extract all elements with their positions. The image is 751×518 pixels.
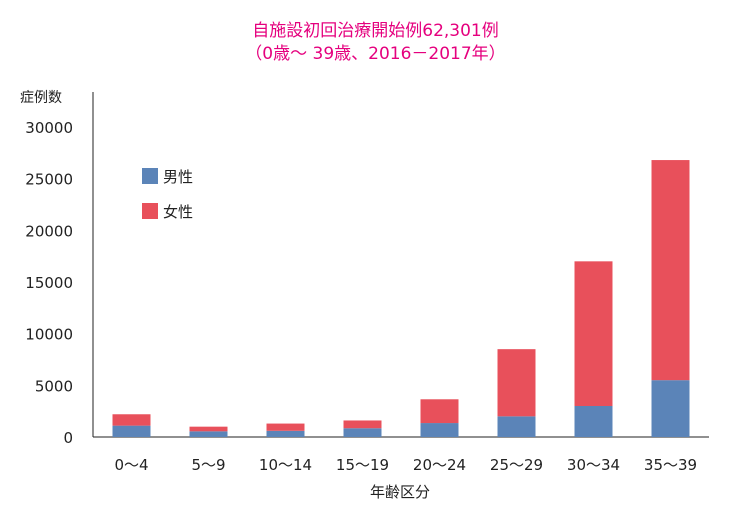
- legend-swatch-1: [142, 203, 158, 219]
- legend-label-1: 女性: [163, 203, 193, 221]
- bar-male-3: [343, 428, 382, 437]
- x-tick-label: 30～34: [567, 456, 620, 474]
- x-tick-label: 25～29: [490, 456, 543, 474]
- x-tick-label: 20～24: [413, 456, 466, 474]
- bar-male-5: [497, 416, 536, 437]
- bar-male-7: [651, 380, 690, 437]
- y-tick-label: 20000: [25, 222, 73, 240]
- bar-male-1: [189, 431, 228, 437]
- plot-area: 0 5000 10000 15000 20000 25000 30000 0～4 5～9 10～1…: [25, 92, 709, 474]
- chart-title: 自施設初回治療開始例62,301例: [252, 21, 499, 41]
- bar-female-6: [574, 261, 613, 406]
- y-tick-label: 25000: [25, 171, 73, 189]
- bar-female-4: [420, 399, 459, 424]
- x-tick-label: 0～4: [114, 456, 148, 474]
- legend-label-0: 男性: [163, 168, 193, 186]
- x-tick-label: 10～14: [259, 456, 312, 474]
- legend-swatch-0: [142, 168, 158, 184]
- bar-male-0: [112, 425, 151, 437]
- x-tick-label: 5～9: [191, 456, 225, 474]
- y-axis-label: 症例数: [20, 90, 62, 106]
- bar-male-2: [266, 430, 305, 437]
- bar-female-7: [651, 160, 690, 381]
- bar-male-6: [574, 406, 613, 437]
- y-tick-label: 10000: [25, 326, 73, 344]
- y-tick-label: 30000: [25, 119, 73, 137]
- x-axis-label: 年齢区分: [370, 483, 430, 501]
- bar-female-1: [189, 426, 228, 432]
- y-tick-label: 15000: [25, 274, 73, 292]
- chart-subtitle: （0歳～ 39歳、2016－2017年）: [245, 44, 506, 64]
- bar-female-0: [112, 414, 151, 426]
- bar-female-3: [343, 420, 382, 429]
- bar-male-4: [420, 423, 459, 437]
- bar-female-2: [266, 423, 305, 431]
- y-tick-label: 0: [63, 429, 73, 447]
- x-tick-label: 35～39: [644, 456, 697, 474]
- y-tick-label: 5000: [35, 377, 73, 395]
- bar-female-5: [497, 349, 536, 417]
- x-tick-label: 15～19: [336, 456, 389, 474]
